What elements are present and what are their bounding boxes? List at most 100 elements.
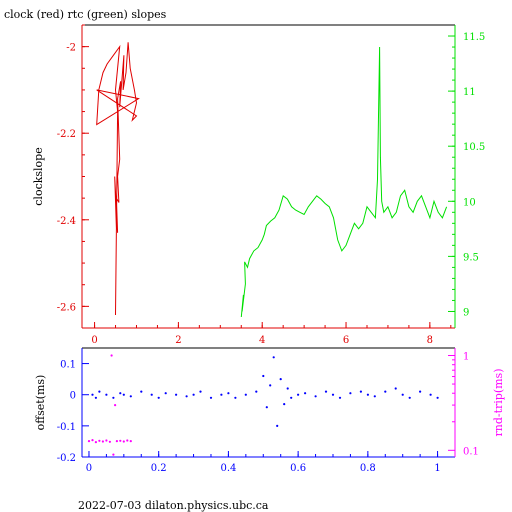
point-offset bbox=[175, 393, 178, 396]
point-offset bbox=[192, 393, 195, 396]
point-offset bbox=[436, 396, 439, 399]
point-offset bbox=[140, 390, 143, 393]
point-offset bbox=[157, 396, 160, 399]
point-rndtrip bbox=[126, 439, 129, 442]
top-x-tick-label-3: 6 bbox=[343, 335, 349, 346]
point-offset bbox=[269, 384, 272, 387]
point-offset bbox=[373, 395, 376, 398]
bottom-x-tick-label-0: 0 bbox=[86, 463, 92, 474]
point-offset bbox=[429, 393, 432, 396]
point-rndtrip bbox=[129, 440, 132, 443]
point-offset bbox=[98, 390, 101, 393]
bottom-y2-axis-label: rnd-trip(ms) bbox=[492, 369, 505, 437]
point-offset bbox=[304, 392, 307, 395]
point-offset bbox=[164, 392, 167, 395]
point-offset bbox=[419, 390, 422, 393]
point-offset bbox=[286, 387, 289, 390]
point-rndtrip bbox=[94, 441, 97, 444]
point-offset bbox=[199, 390, 202, 393]
point-offset bbox=[209, 396, 213, 399]
point-offset bbox=[94, 396, 97, 399]
point-offset bbox=[112, 396, 115, 399]
bottom-y-tick-label-0: 0.1 bbox=[60, 360, 76, 371]
point-rndtrip bbox=[115, 440, 118, 443]
point-offset bbox=[185, 395, 188, 398]
point-offset bbox=[234, 396, 237, 399]
point-offset bbox=[122, 393, 125, 396]
point-offset bbox=[129, 395, 132, 398]
top-y2-tick-label-5: 9 bbox=[463, 307, 469, 318]
top-y-tick-label-0: -2 bbox=[66, 43, 76, 54]
point-offset bbox=[227, 392, 230, 395]
point-rndtrip bbox=[91, 439, 94, 442]
bottom-chart: 0 0.2 0.4 0.6 0.8 1 0.1 0 -0.1 -0.2 1 0.1 offset(ms)… bbox=[34, 347, 505, 474]
top-y2-tick-label-1: 11 bbox=[463, 87, 476, 98]
point-offset bbox=[119, 392, 122, 395]
point-rndtrip bbox=[108, 440, 111, 443]
point-offset bbox=[338, 396, 342, 399]
top-chart: 0 2 4 6 8 -2 -2.2 -2.4 -2.6 11.5 11 10.5 10 9.5 9 clock… bbox=[32, 24, 485, 346]
point-offset bbox=[359, 390, 362, 393]
point-rndtrip bbox=[122, 440, 125, 443]
point-offset bbox=[255, 390, 258, 393]
series-line-clock bbox=[96, 42, 140, 316]
point-offset bbox=[276, 424, 279, 427]
point-offset bbox=[401, 393, 404, 396]
point-offset bbox=[283, 403, 286, 406]
bottom-x-tick-label-3: 0.6 bbox=[290, 463, 306, 474]
point-rndtrip bbox=[114, 404, 117, 407]
point-rndtrip bbox=[105, 439, 108, 442]
point-offset bbox=[384, 390, 387, 393]
point-offset bbox=[262, 374, 265, 378]
point-rndtrip bbox=[101, 440, 104, 443]
top-y-tick-label-3: -2.6 bbox=[57, 302, 76, 313]
bottom-y-tick-label-3: -0.2 bbox=[57, 453, 76, 464]
bottom-y2-tick-label-1: 0.1 bbox=[463, 446, 479, 457]
point-offset bbox=[244, 393, 247, 396]
top-y2-tick-label-3: 10 bbox=[463, 197, 476, 208]
point-rndtrip bbox=[112, 453, 115, 456]
bottom-y2-tick-label-0: 1 bbox=[463, 352, 469, 363]
point-rndtrip bbox=[119, 439, 122, 442]
chart-title: clock (red) rtc (green) slopes bbox=[4, 8, 167, 21]
point-rndtrip bbox=[98, 439, 101, 442]
bottom-x-tick-label-2: 0.4 bbox=[220, 463, 236, 474]
top-x-tick-label-0: 0 bbox=[91, 335, 97, 346]
point-offset bbox=[314, 395, 317, 398]
point-offset bbox=[366, 393, 369, 396]
point-offset bbox=[394, 387, 397, 390]
point-offset bbox=[331, 393, 335, 396]
footer-text: 2022-07-03 dilaton.physics.ubc.ca bbox=[78, 499, 269, 512]
point-offset bbox=[272, 356, 275, 359]
top-y2-tick-label-0: 11.5 bbox=[463, 32, 485, 43]
bottom-y-axis-label: offset(ms) bbox=[34, 375, 47, 431]
top-y2-tick-label-2: 10.5 bbox=[463, 142, 485, 153]
point-offset bbox=[150, 393, 153, 396]
point-offset bbox=[408, 396, 411, 399]
point-offset bbox=[297, 393, 300, 396]
top-y-tick-label-2: -2.4 bbox=[57, 216, 76, 227]
point-rndtrip bbox=[110, 354, 113, 357]
bottom-x-tick-label-1: 0.2 bbox=[151, 463, 167, 474]
bottom-y-tick-label-2: -0.1 bbox=[57, 422, 76, 433]
point-offset bbox=[349, 392, 352, 395]
point-offset bbox=[290, 396, 293, 399]
bottom-x-tick-label-5: 1 bbox=[434, 463, 440, 474]
point-offset bbox=[220, 393, 223, 396]
point-offset bbox=[265, 406, 268, 409]
series-line-rtc bbox=[240, 46, 448, 318]
top-y2-tick-label-4: 9.5 bbox=[463, 252, 479, 263]
point-offset bbox=[105, 393, 108, 396]
bottom-x-tick-label-4: 0.8 bbox=[360, 463, 376, 474]
point-offset bbox=[324, 390, 328, 393]
top-y-axis-label: clockslope bbox=[32, 147, 45, 205]
point-offset bbox=[279, 378, 282, 381]
top-x-tick-label-4: 8 bbox=[427, 335, 433, 346]
bottom-y-tick-label-1: 0 bbox=[70, 391, 76, 402]
point-offset bbox=[91, 393, 94, 396]
point-rndtrip bbox=[87, 440, 91, 443]
top-x-tick-label-2: 4 bbox=[259, 335, 265, 346]
top-y-tick-label-1: -2.2 bbox=[57, 129, 76, 140]
top-x-tick-label-1: 2 bbox=[175, 335, 181, 346]
